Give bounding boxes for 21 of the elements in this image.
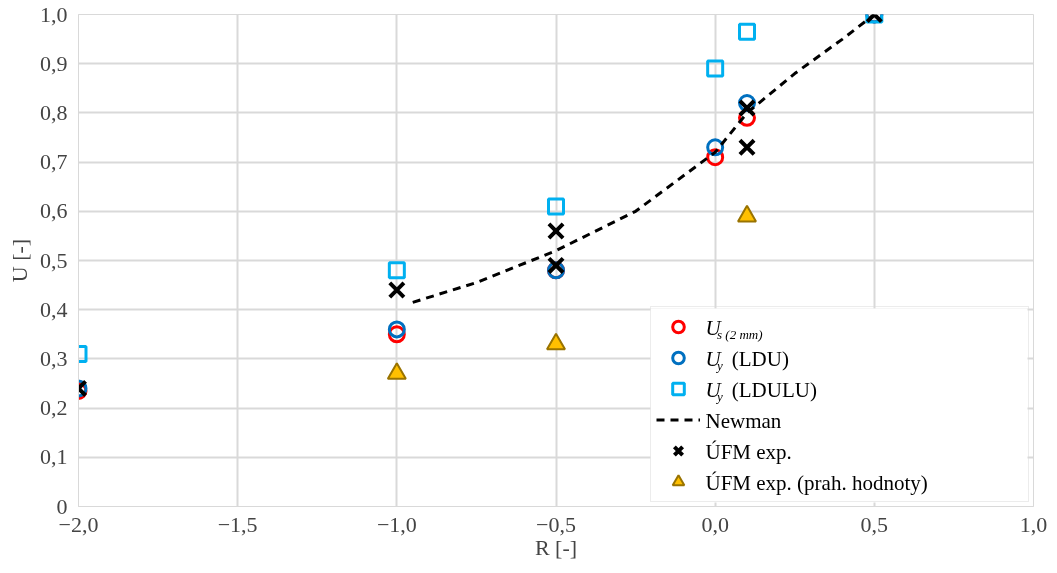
x-tick-label: 1,0 bbox=[1019, 511, 1048, 537]
y-tick-label: 0,9 bbox=[40, 50, 68, 76]
y-tick-label: 0,7 bbox=[40, 149, 68, 175]
x-tick-label: −1,0 bbox=[376, 511, 417, 537]
x-tick-label: −0,5 bbox=[536, 511, 576, 537]
legend-label: Newman bbox=[705, 409, 782, 433]
legend-label: ÚFM exp. bbox=[705, 440, 792, 464]
legend-label: ÚFM exp. (prah. hodnoty) bbox=[705, 471, 928, 495]
x-tick-label: 0,5 bbox=[860, 511, 889, 537]
x-axis-title: R [-] bbox=[534, 534, 578, 560]
y-tick-label: 0,4 bbox=[40, 296, 68, 322]
y-tick-label: 0,2 bbox=[40, 395, 68, 421]
y-tick-label: 0,6 bbox=[40, 198, 68, 224]
y-axis-title: U [-] bbox=[7, 238, 32, 283]
y-tick-label: 1,0 bbox=[40, 1, 68, 27]
x-tick-label: 0,0 bbox=[701, 511, 729, 537]
x-tick-label: −1,5 bbox=[217, 511, 258, 537]
y-tick-label: 0,3 bbox=[40, 345, 68, 371]
y-tick-label: 0,8 bbox=[40, 99, 68, 125]
y-tick-label: 0,1 bbox=[40, 444, 68, 470]
y-tick-label: 0,5 bbox=[40, 247, 68, 273]
